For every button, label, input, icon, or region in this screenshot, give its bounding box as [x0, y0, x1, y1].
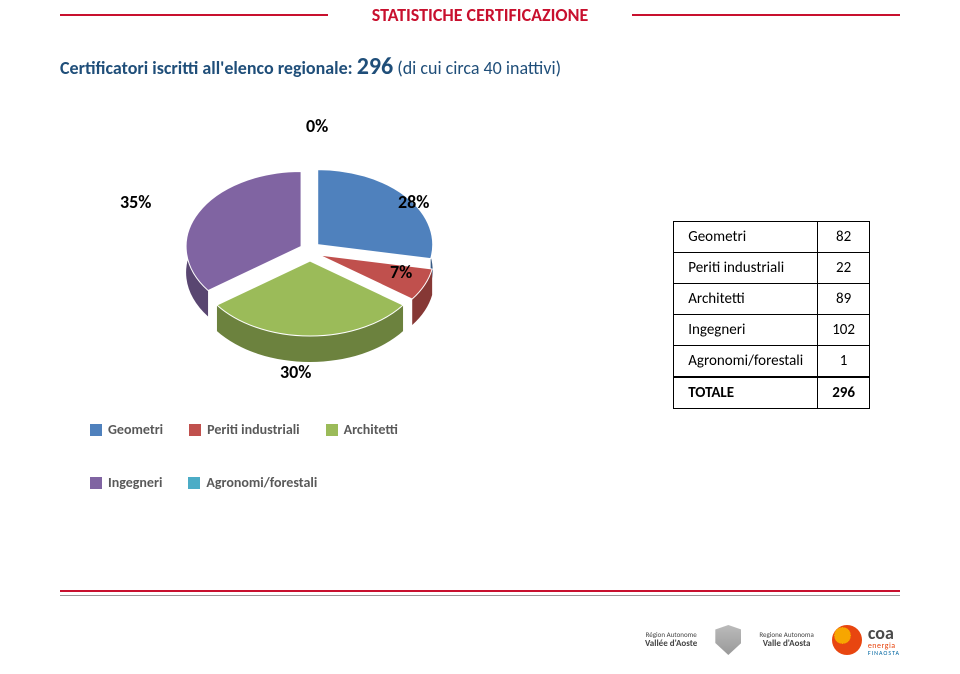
table-row: Agronomi/forestali1	[674, 346, 870, 378]
subtitle: Certificatori iscritti all'elenco region…	[60, 52, 960, 81]
pie-svg	[160, 131, 460, 391]
legend-item: Architetti	[326, 421, 398, 438]
legend-item: Geometri	[90, 421, 163, 438]
table-row-total: TOTALE296	[674, 377, 870, 409]
table-cell-label: Geometri	[674, 222, 818, 253]
table-total-label: TOTALE	[674, 377, 818, 409]
table-cell-value: 89	[818, 284, 870, 315]
footer-rule-thin	[60, 595, 900, 596]
legend-swatch-icon	[90, 477, 102, 489]
table-row: Ingegneri102	[674, 315, 870, 346]
coa-small: FINAOSTA	[868, 650, 900, 656]
logo-it-bottom: Valle d'Aosta	[763, 639, 811, 649]
pie-label-periti: 7%	[390, 261, 412, 283]
coa-mark-icon	[832, 625, 862, 655]
logo-region-it: Regione Autonoma Valle d'Aosta	[759, 631, 814, 649]
pie-label-architetti: 30%	[280, 361, 311, 383]
legend-item: Agronomi/forestali	[188, 474, 317, 491]
header-rule-left	[60, 14, 328, 16]
legend-label: Geometri	[108, 421, 163, 438]
chart-legend: Geometri Periti industriali Architetti Inge…	[90, 421, 530, 491]
legend-swatch-icon	[326, 424, 338, 436]
legend-label: Agronomi/forestali	[206, 474, 317, 491]
table-total-value: 296	[818, 377, 870, 409]
legend-label: Architetti	[344, 421, 398, 438]
footer-rule	[60, 590, 900, 592]
legend-swatch-icon	[188, 477, 200, 489]
pie-label-ingegneri: 35%	[120, 191, 151, 213]
pie-label-agronomi: 0%	[306, 115, 328, 137]
legend-label: Periti industriali	[207, 421, 300, 438]
subtitle-count: 296	[357, 52, 394, 81]
table-cell-value: 102	[818, 315, 870, 346]
logo-fr-bottom: Vallée d'Aoste	[645, 639, 697, 649]
logo-coa: coa energia FINAOSTA	[832, 624, 900, 656]
table-cell-label: Agronomi/forestali	[674, 346, 818, 378]
subtitle-suffix: (di cui circa 40 inattivi)	[393, 57, 561, 79]
page-header: STATISTICHE CERTIFICAZIONE	[0, 0, 960, 26]
table-cell-value: 22	[818, 253, 870, 284]
legend-label: Ingegneri	[108, 474, 162, 491]
table-cell-value: 82	[818, 222, 870, 253]
coa-brand: coa	[868, 624, 900, 642]
table-row: Periti industriali22	[674, 253, 870, 284]
header-title: STATISTICHE CERTIFICAZIONE	[372, 4, 589, 26]
legend-swatch-icon	[90, 424, 102, 436]
table-cell-value: 1	[818, 346, 870, 378]
pie-label-geometri: 28%	[398, 191, 429, 213]
legend-item: Ingegneri	[90, 474, 162, 491]
logo-region-fr: Région Autonome Vallée d'Aoste	[645, 631, 697, 649]
subtitle-prefix: Certificatori iscritti all'elenco region…	[60, 57, 357, 79]
legend-swatch-icon	[189, 424, 201, 436]
pie-chart: 0% 28% 7% 30% 35% Geometri Periti industr…	[80, 91, 540, 511]
content-area: 0% 28% 7% 30% 35% GeometriPeriti industr…	[0, 91, 960, 521]
table-cell-label: Architetti	[674, 284, 818, 315]
table-cell-label: Periti industriali	[674, 253, 818, 284]
coa-text: coa energia FINAOSTA	[868, 624, 900, 656]
table-row: Architetti89	[674, 284, 870, 315]
header-rule-right	[632, 14, 900, 16]
footer-logos: Région Autonome Vallée d'Aoste Regione A…	[645, 624, 900, 656]
shield-icon	[715, 625, 741, 655]
table-cell-label: Ingegneri	[674, 315, 818, 346]
data-table: Geometri82Periti industriali22Architetti…	[673, 221, 870, 409]
pie-container	[160, 131, 460, 391]
legend-item: Periti industriali	[189, 421, 300, 438]
table-row: Geometri82	[674, 222, 870, 253]
